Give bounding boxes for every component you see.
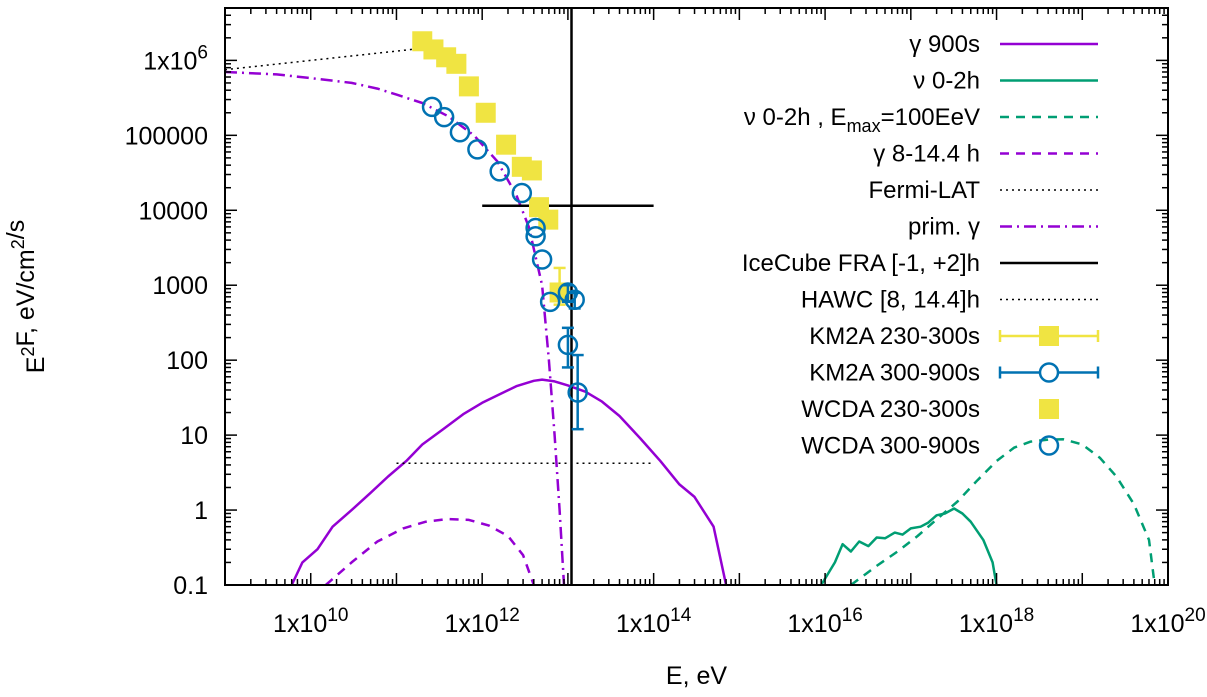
series--900s-line [290, 378, 728, 585]
series-prim--line [225, 70, 566, 585]
series--8-14-4-h-line [324, 517, 535, 585]
data-point [521, 160, 542, 181]
points-wcda-300-900s [421, 96, 561, 313]
legend-label: WCDA 230-300s [801, 396, 980, 423]
data-point [489, 161, 510, 182]
legend-label: Fermi-LAT [868, 177, 980, 204]
data-point [525, 226, 546, 247]
points-km2a-300-900s [557, 282, 588, 431]
legend-label: ν 0-2h [913, 68, 980, 95]
legend-label: prim. γ [908, 214, 980, 241]
y-tick-label: 1000 [152, 272, 208, 300]
x-tick-label: 1x1012 [445, 605, 520, 638]
y-tick-labels: 0.1 1 10 100 1000 10000 100000 1x106 [125, 42, 208, 600]
x-axis-label: E, eV [666, 662, 727, 690]
legend: γ 900s ν 0-2h ν 0-2h , Emax=100EeV γ 8-14.4… [742, 31, 1100, 460]
series--0-2h-e-max-100eev-line [850, 438, 1156, 585]
data-point [557, 334, 579, 356]
y-tick-label: 1 [194, 497, 208, 525]
data-point [564, 289, 585, 310]
legend-marker [1038, 435, 1060, 456]
series-fermi-lat-line [225, 47, 423, 71]
axis-ticks [224, 7, 1169, 586]
legend-label: γ 900s [909, 31, 980, 58]
y-tick-label: 100 [166, 347, 208, 375]
legend-label: WCDA 300-900s [801, 433, 980, 460]
legend-label: HAWC [8, 14.4]h [801, 287, 980, 314]
legend-marker [1039, 399, 1059, 419]
data-point [539, 291, 561, 313]
legend-label: ν 0-2h , Emax=100EeV [744, 104, 980, 136]
y-tick-label: 10000 [138, 197, 208, 225]
x-tick-label: 1x1020 [1130, 605, 1205, 638]
legend-label: IceCube FRA [-1, +2]h [742, 250, 980, 277]
y-tick-label: 10 [180, 422, 208, 450]
x-tick-label: 1x1018 [959, 605, 1034, 638]
plot-marks [225, 8, 1156, 585]
series--0-2h-line [820, 507, 998, 585]
y-tick-label: 0.1 [173, 572, 208, 600]
data-point [433, 106, 455, 128]
data-point [531, 249, 553, 270]
data-point [567, 382, 588, 403]
data-point [475, 102, 496, 123]
legend-label: KM2A 230-300s [809, 323, 980, 350]
data-point [511, 182, 533, 204]
x-tick-label: 1x1010 [273, 605, 348, 638]
legend-marker [1039, 326, 1059, 346]
y-tick-label: 100000 [125, 122, 208, 150]
legend-label: KM2A 300-900s [809, 360, 980, 387]
data-point [467, 139, 488, 160]
x-tick-label: 1x1014 [616, 605, 692, 638]
y-tick-label: 1x106 [143, 42, 208, 75]
data-point [421, 96, 443, 118]
data-point [458, 76, 479, 97]
y-axis-label: E2F, eV/cm2/s [2, 220, 50, 373]
data-point [525, 217, 546, 239]
data-point [449, 121, 471, 143]
points-wcda-230-300s [412, 31, 559, 230]
x-tick-labels: 1x1010 1x1012 1x1014 1x1016 1x1018 1x1020 [273, 605, 1206, 638]
x-tick-label: 1x1016 [787, 605, 862, 638]
legend-label: γ 8-14.4 h [873, 141, 980, 168]
data-point [496, 134, 517, 155]
data-point [446, 53, 467, 74]
legend-marker [1038, 362, 1060, 383]
